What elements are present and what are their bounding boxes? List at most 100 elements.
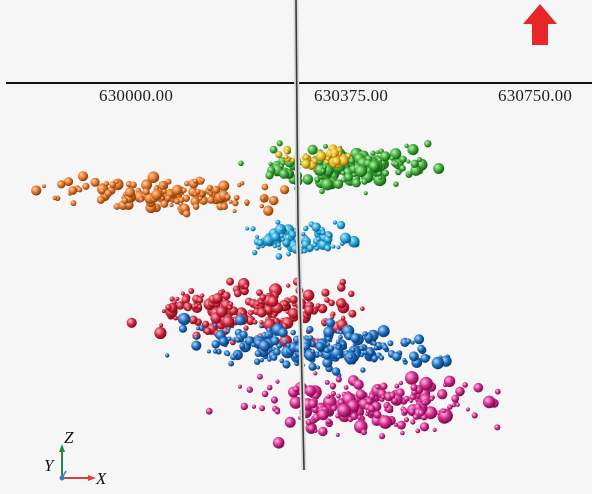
event-point	[68, 186, 78, 195]
event-point	[389, 392, 396, 399]
event-point	[237, 182, 242, 188]
event-point	[336, 355, 341, 359]
event-point	[194, 303, 199, 308]
event-point	[382, 169, 389, 177]
event-point	[244, 199, 250, 205]
event-point	[198, 325, 205, 332]
event-point	[279, 358, 285, 364]
event-point	[216, 306, 228, 318]
event-point	[228, 301, 234, 307]
event-point	[306, 325, 314, 334]
event-point	[259, 405, 266, 412]
event-point	[180, 291, 185, 296]
event-point	[325, 418, 332, 425]
event-point	[409, 351, 419, 362]
event-point	[338, 155, 349, 166]
event-point	[337, 283, 346, 292]
event-point	[371, 355, 378, 362]
event-point	[374, 345, 379, 350]
event-point	[258, 299, 264, 305]
event-point	[333, 179, 344, 189]
event-point	[259, 294, 267, 301]
event-point	[205, 407, 213, 415]
event-point	[393, 161, 399, 167]
event-point	[178, 324, 188, 333]
event-point	[99, 188, 105, 194]
event-point	[403, 395, 410, 402]
event-point	[302, 289, 315, 302]
event-point	[355, 389, 366, 400]
event-point	[391, 397, 399, 404]
event-point	[462, 382, 469, 388]
event-point	[447, 404, 453, 410]
event-point	[339, 232, 351, 244]
event-point	[318, 426, 328, 437]
event-point	[151, 189, 163, 201]
event-point	[270, 354, 278, 361]
event-point	[420, 353, 430, 363]
event-point	[363, 350, 368, 355]
event-point	[365, 409, 371, 414]
event-point	[181, 295, 190, 305]
event-point	[306, 244, 314, 252]
event-point	[326, 394, 331, 399]
event-point	[161, 183, 166, 188]
event-point	[196, 326, 200, 331]
event-point	[233, 352, 238, 357]
event-point	[70, 200, 77, 207]
event-point	[161, 309, 166, 314]
event-point	[252, 319, 258, 325]
event-point	[192, 178, 198, 184]
event-point	[178, 197, 185, 203]
event-point	[375, 150, 380, 155]
event-point	[270, 232, 281, 242]
event-point	[233, 194, 240, 201]
triad-x-label: X	[96, 469, 107, 488]
event-point	[165, 195, 172, 201]
event-point	[165, 353, 170, 358]
event-point	[344, 172, 353, 182]
event-point	[315, 303, 321, 309]
event-point	[191, 340, 202, 351]
event-point	[451, 394, 460, 403]
event-point	[339, 278, 347, 286]
event-point	[233, 289, 242, 298]
event-point	[438, 408, 453, 423]
event-point	[286, 251, 291, 257]
event-point	[330, 314, 335, 319]
event-point	[433, 163, 445, 174]
event-point	[265, 171, 274, 180]
event-point	[290, 158, 295, 163]
event-point	[279, 233, 284, 238]
event-point	[202, 320, 210, 328]
event-point	[199, 192, 204, 197]
event-point	[126, 317, 137, 328]
event-point	[393, 181, 399, 187]
event-point	[331, 244, 336, 249]
event-point	[103, 180, 110, 187]
event-point	[256, 245, 261, 250]
event-point	[312, 158, 318, 164]
event-point	[303, 154, 310, 161]
event-point	[206, 349, 211, 354]
event-point	[361, 429, 367, 436]
event-point	[292, 385, 300, 393]
event-point	[224, 194, 231, 200]
cloud-red	[126, 277, 365, 349]
event-point	[373, 410, 382, 419]
event-point	[398, 380, 404, 386]
event-point	[315, 150, 327, 162]
event-point	[351, 178, 361, 188]
event-point	[284, 416, 296, 428]
event-point	[312, 243, 317, 248]
event-point	[159, 323, 164, 328]
event-point	[348, 354, 353, 360]
event-point	[404, 143, 409, 148]
event-point	[96, 195, 105, 204]
well-trajectory[interactable]	[293, 0, 307, 471]
event-point	[222, 291, 231, 300]
event-point	[324, 379, 330, 385]
event-point	[321, 168, 326, 173]
